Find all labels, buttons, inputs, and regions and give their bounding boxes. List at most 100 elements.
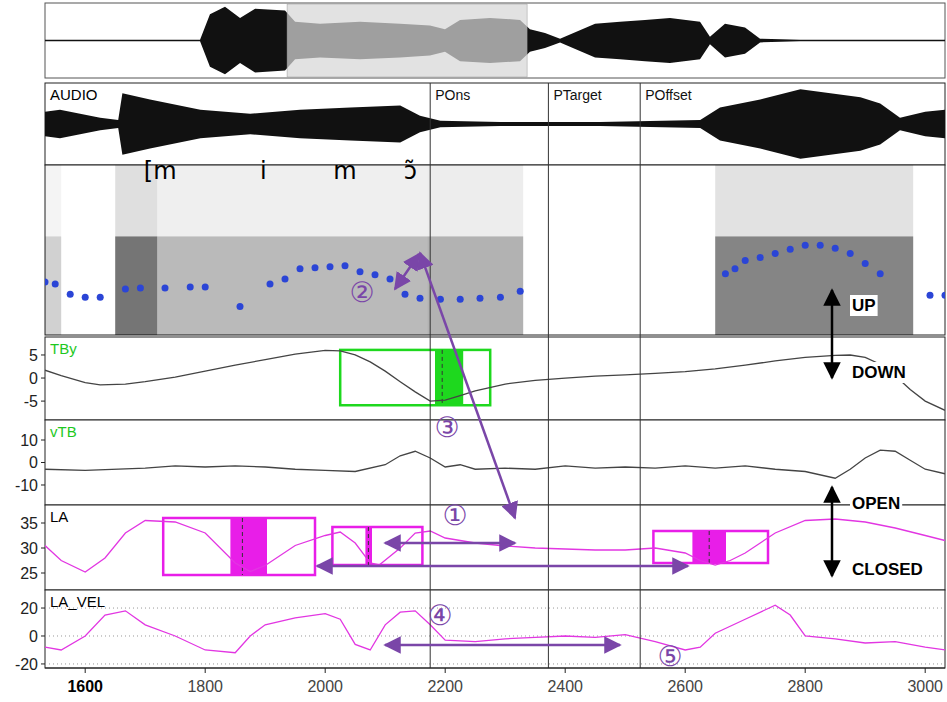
grid-line — [45, 608, 945, 609]
annotation-number: ⑤ — [657, 640, 682, 673]
x-tick-label: 2600 — [667, 678, 703, 695]
y-tick-label: 35 — [20, 515, 38, 532]
spectrogram-lower — [115, 236, 157, 335]
pitch-point — [757, 254, 764, 261]
label-patch — [850, 362, 908, 383]
y-tick — [41, 484, 45, 485]
y-tick — [41, 354, 45, 355]
x-tick-label: 2400 — [547, 678, 583, 695]
annotation-arrow — [395, 254, 419, 289]
segment-label: m — [333, 157, 356, 185]
direction-label: CLOSED — [852, 560, 923, 579]
pitch-point — [327, 263, 334, 270]
pitch-point — [942, 292, 946, 299]
label-patch — [850, 559, 925, 580]
annotation-arrow — [420, 253, 515, 518]
y-tick — [41, 523, 45, 524]
box-mark — [442, 350, 443, 405]
y-tick — [41, 573, 45, 574]
x-tick — [205, 668, 206, 673]
spectrogram-upper — [427, 165, 523, 236]
audio-waveform — [45, 89, 945, 159]
box-fill — [692, 531, 726, 563]
y-tick-label: 25 — [20, 565, 38, 582]
annotation-number: ④ — [427, 599, 452, 632]
y-tick-label: 0 — [29, 370, 38, 387]
pitch-point — [237, 303, 244, 310]
pitch-point — [477, 295, 484, 302]
pitch-point — [122, 286, 129, 293]
pitch-point — [802, 242, 809, 249]
landmark-line — [548, 83, 549, 668]
label-patch — [850, 295, 878, 316]
pitch-point — [832, 245, 839, 252]
annotation-number: ① — [442, 499, 467, 532]
x-tick — [85, 668, 86, 673]
pitch-point — [282, 275, 289, 282]
direction-label: OPEN — [852, 494, 900, 513]
spectrogram-lower — [45, 236, 61, 335]
pitch-point — [97, 294, 104, 301]
landmark-label: POns — [435, 87, 470, 103]
overview-selection — [287, 4, 527, 77]
x-tick-label: 1600 — [67, 678, 103, 695]
direction-label: UP — [852, 296, 876, 315]
y-tick-label: 30 — [20, 540, 38, 557]
annotation-arrow — [385, 644, 620, 647]
pitch-point — [457, 296, 464, 303]
y-tick-label: 5 — [29, 347, 38, 364]
trajectory-line — [45, 605, 945, 653]
pitch-point — [417, 295, 424, 302]
landmark-line — [430, 83, 431, 668]
pitch-point — [877, 270, 884, 277]
x-axis-line — [45, 668, 945, 669]
y-tick — [41, 462, 45, 463]
pitch-point — [387, 275, 394, 282]
pitch-point — [722, 270, 729, 277]
annotation-number: ② — [349, 276, 374, 309]
x-tick-label: 2200 — [427, 678, 463, 695]
spectrogram-upper — [45, 165, 61, 236]
x-tick-label: 2800 — [787, 678, 823, 695]
pitch-point — [52, 281, 59, 288]
x-tick — [685, 668, 686, 673]
landmark-line — [640, 83, 641, 668]
pitch-point — [497, 294, 504, 301]
box-fill — [365, 527, 372, 565]
trajectory-line — [45, 350, 945, 410]
pitch-point — [82, 294, 89, 301]
annotation-arrow — [831, 290, 834, 378]
pitch-point — [742, 257, 749, 264]
landmark-label: POffset — [645, 87, 692, 103]
pitch-point — [817, 242, 824, 249]
panel-marks — [45, 165, 945, 335]
y-tick — [41, 378, 45, 379]
x-tick — [565, 668, 566, 673]
pitch-point — [787, 246, 794, 253]
x-tick — [925, 668, 926, 673]
panel-frame — [45, 165, 945, 335]
y-tick — [41, 635, 45, 636]
pitch-point — [517, 288, 524, 295]
panel-frame — [45, 590, 945, 668]
y-tick — [41, 401, 45, 402]
pitch-point — [202, 284, 209, 291]
panel-title: AUDIO — [50, 86, 98, 103]
x-tick-label: 3000 — [907, 678, 943, 695]
label-patch — [850, 493, 902, 514]
y-tick — [41, 548, 45, 549]
x-tick-label: 1800 — [187, 678, 223, 695]
annotation-number: ③ — [434, 411, 459, 444]
direction-label: DOWN — [852, 363, 906, 382]
overview-frame — [45, 3, 945, 78]
pitch-point — [342, 262, 349, 269]
pitch-point — [67, 291, 74, 298]
segment-label: ɔ̃ — [404, 157, 417, 185]
box-outline — [653, 531, 768, 563]
panel-frame — [45, 505, 945, 590]
spectrogram-upper — [157, 165, 427, 236]
pitch-point — [162, 285, 169, 292]
y-tick — [41, 663, 45, 664]
y-tick-label: 0 — [29, 454, 38, 471]
x-tick — [805, 668, 806, 673]
